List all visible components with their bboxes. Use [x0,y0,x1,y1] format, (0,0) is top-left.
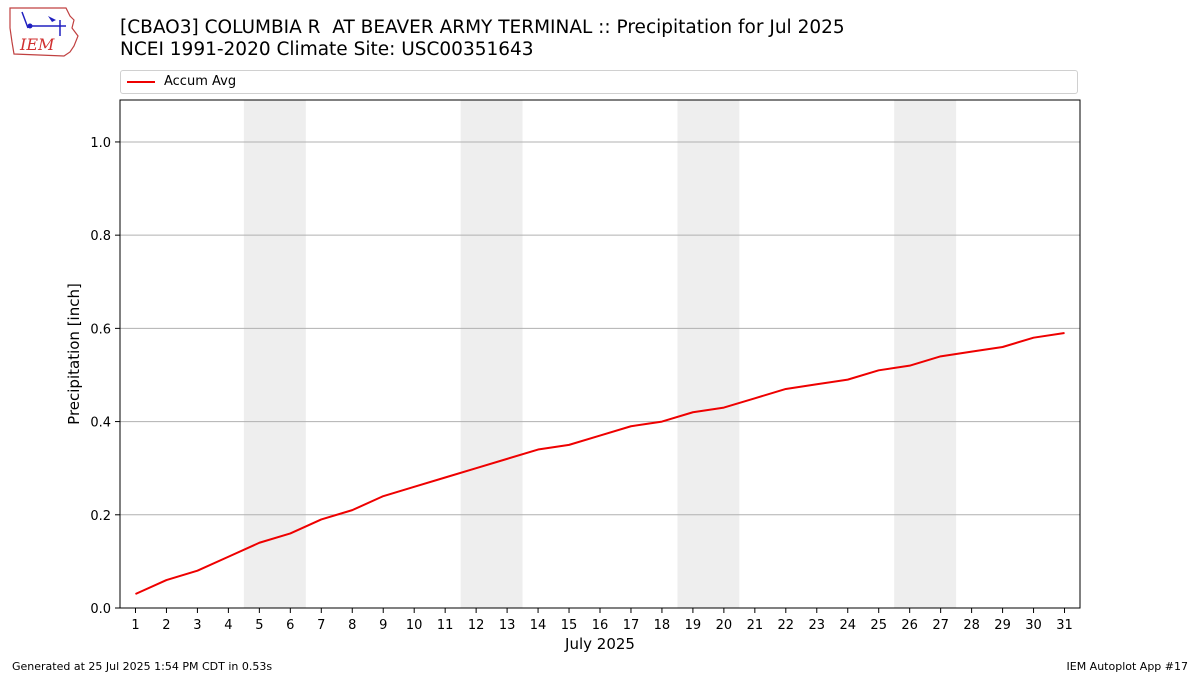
legend-label-accum-avg: Accum Avg [164,74,237,89]
x-tick-label-27: 27 [932,618,949,633]
chart-title: [CBAO3] COLUMBIA R AT BEAVER ARMY TERMIN… [120,17,845,38]
x-tick-label-21: 21 [747,618,764,633]
x-tick-label-23: 23 [809,618,826,633]
x-tick-label-12: 12 [468,618,485,633]
x-tick-label-13: 13 [499,618,516,633]
x-tick-label-24: 24 [839,618,856,633]
x-tick-label-4: 4 [224,618,232,633]
x-tick-label-15: 15 [561,618,578,633]
legend: Accum Avg [120,70,1078,94]
x-tick-label-25: 25 [870,618,887,633]
chart-subtitle: NCEI 1991-2020 Climate Site: USC00351643 [120,39,534,60]
weekend-band-3 [677,100,740,608]
iem-logo: IEM [9,7,79,57]
footer-app: IEM Autoplot App #17 [1066,660,1189,673]
x-tick-label-1: 1 [131,618,139,633]
footer-generated: Generated at 25 Jul 2025 1:54 PM CDT in … [12,660,273,673]
x-tick-label-19: 19 [685,618,702,633]
x-tick-label-10: 10 [406,618,423,633]
weekend-band-2 [460,100,523,608]
y-axis-ticks: 0.0 0.2 0.4 0.6 0.8 1.0 [90,136,120,617]
x-tick-label-28: 28 [963,618,980,633]
x-tick-label-18: 18 [654,618,671,633]
x-axis-ticks: 1 2 3 4 5 6 7 8 9 10 11 12 13 14 15 16 17 18 19 20 21 22 23 24 2… [131,608,1073,633]
y-axis-label: Precipitation [inch] [65,283,83,425]
y-tick-label-2: 0.4 [90,416,111,431]
x-tick-label-3: 3 [193,618,201,633]
y-tick-label-0: 0.0 [90,602,111,617]
y-tick-label-1: 0.2 [90,509,111,524]
x-tick-label-22: 22 [778,618,795,633]
x-tick-label-30: 30 [1025,618,1042,633]
x-tick-label-9: 9 [379,618,387,633]
legend-swatch-accum-avg [127,81,155,83]
y-tick-label-3: 0.6 [90,322,111,337]
x-tick-label-7: 7 [317,618,325,633]
x-tick-label-31: 31 [1056,618,1073,633]
logo-text: IEM [19,35,55,54]
x-tick-label-26: 26 [901,618,918,633]
weekend-band-1 [243,100,306,608]
series-layer [135,332,1065,595]
grid-lines [120,141,1080,516]
x-tick-label-6: 6 [286,618,294,633]
x-tick-label-11: 11 [437,618,454,633]
weekend-band-4 [894,100,957,608]
y-tick-label-5: 1.0 [90,136,111,151]
x-tick-label-20: 20 [716,618,733,633]
x-tick-label-16: 16 [592,618,609,633]
y-tick-label-4: 0.8 [90,229,111,244]
x-tick-label-14: 14 [530,618,547,633]
x-tick-label-2: 2 [162,618,170,633]
x-tick-label-5: 5 [255,618,263,633]
x-axis-label: July 2025 [564,635,635,653]
x-tick-label-29: 29 [994,618,1011,633]
x-tick-label-8: 8 [348,618,356,633]
weekend-bands [243,100,957,608]
x-tick-label-17: 17 [623,618,640,633]
